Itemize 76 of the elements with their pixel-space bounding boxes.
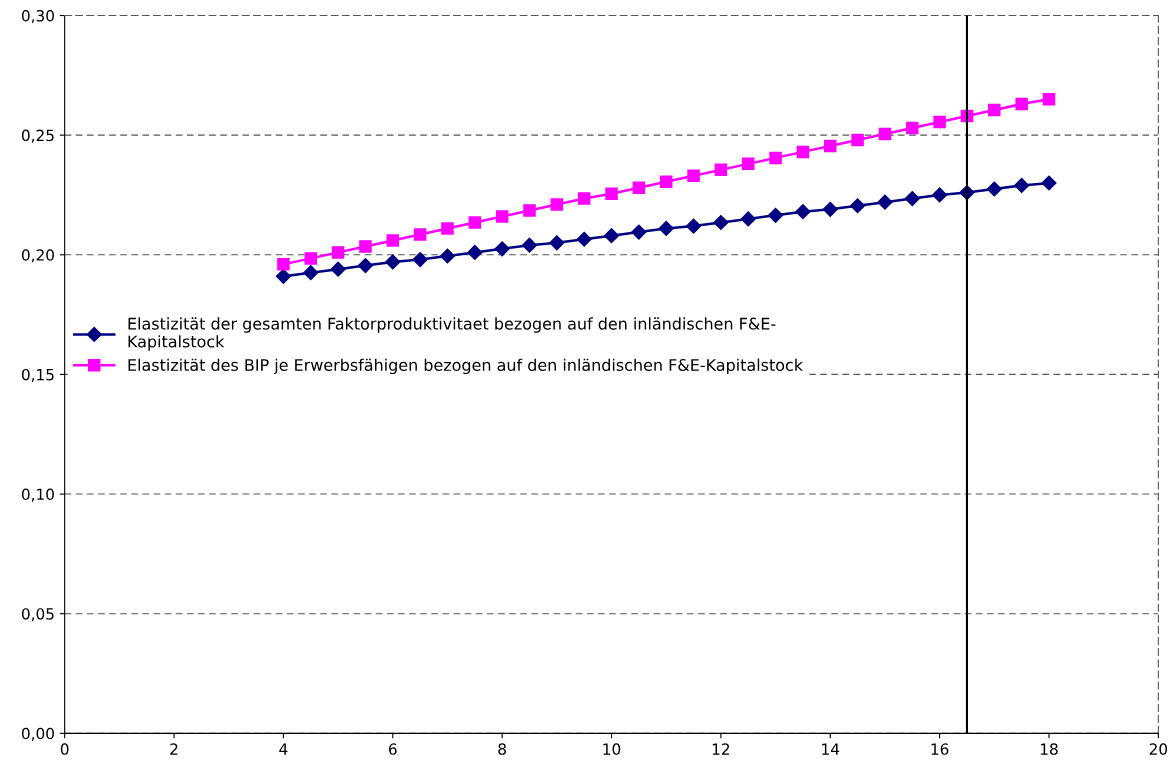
point bbox=[439, 248, 456, 264]
point bbox=[906, 121, 919, 135]
point bbox=[1042, 93, 1056, 106]
x-tick-label: 18 bbox=[1040, 743, 1058, 755]
point bbox=[357, 257, 374, 274]
point bbox=[851, 133, 864, 147]
x-tick-label: 10 bbox=[603, 743, 621, 755]
y-tick-label: 0,25 bbox=[21, 129, 54, 143]
x-tick-label: 14 bbox=[822, 743, 840, 755]
point bbox=[304, 252, 318, 265]
y-tick-label: 0,30 bbox=[21, 9, 54, 24]
point bbox=[904, 190, 920, 207]
point bbox=[605, 187, 618, 201]
x-tick-label: 0 bbox=[60, 743, 69, 755]
point bbox=[932, 187, 948, 203]
point bbox=[988, 103, 1001, 117]
point bbox=[385, 254, 401, 270]
point bbox=[386, 234, 400, 247]
point bbox=[576, 231, 592, 247]
point bbox=[412, 252, 428, 268]
y-tick-label: 0,15 bbox=[21, 368, 54, 382]
point bbox=[986, 181, 1002, 197]
point bbox=[275, 268, 291, 284]
legend-label: Elastizität des BIP je Erwerbsfähigen bezogen auf den inländischen F&E-Kapitalstock bbox=[128, 358, 803, 375]
point bbox=[878, 127, 892, 141]
x-tick-label: 4 bbox=[279, 743, 288, 755]
point bbox=[769, 151, 782, 165]
point bbox=[494, 241, 510, 257]
legend-label: Elastizität der gesamten Faktorproduktivitaet bezogen auf den inländischen F&E- Kapitalstock bbox=[128, 317, 776, 351]
point bbox=[768, 207, 784, 223]
point bbox=[303, 265, 319, 281]
point bbox=[877, 194, 893, 210]
point bbox=[549, 235, 565, 251]
point bbox=[824, 139, 837, 153]
point bbox=[713, 214, 729, 231]
x-tick-label: 2 bbox=[170, 743, 178, 755]
point bbox=[331, 246, 345, 259]
point bbox=[685, 218, 702, 234]
point bbox=[933, 115, 946, 129]
point bbox=[523, 204, 536, 217]
point bbox=[359, 240, 372, 253]
point bbox=[687, 169, 700, 183]
point bbox=[413, 228, 427, 241]
point bbox=[714, 163, 728, 177]
x-tick-label: 16 bbox=[931, 743, 949, 755]
point bbox=[658, 220, 674, 237]
x-tick-label: 6 bbox=[388, 743, 397, 755]
point bbox=[521, 237, 538, 253]
point bbox=[631, 224, 647, 240]
y-tick-label: 0,10 bbox=[21, 488, 54, 502]
point bbox=[632, 181, 646, 195]
point bbox=[550, 198, 564, 211]
x-tick-label: 12 bbox=[712, 743, 730, 755]
point bbox=[330, 261, 346, 277]
point bbox=[277, 258, 290, 271]
x-tick-label: 8 bbox=[498, 743, 506, 755]
y-tick-label: 0,20 bbox=[21, 249, 54, 263]
point bbox=[822, 201, 838, 217]
point bbox=[741, 157, 755, 171]
point bbox=[603, 228, 620, 244]
point bbox=[740, 211, 756, 227]
point bbox=[468, 216, 482, 229]
point bbox=[1041, 175, 1057, 191]
point bbox=[1015, 97, 1028, 111]
y-tick-label: 0,05 bbox=[21, 608, 54, 622]
point bbox=[795, 204, 811, 220]
point bbox=[441, 222, 454, 235]
point bbox=[796, 145, 810, 159]
point bbox=[577, 192, 591, 205]
x-tick-label: 20 bbox=[1149, 743, 1168, 755]
point bbox=[1014, 177, 1030, 193]
y-tick-label: 0,00 bbox=[21, 727, 54, 741]
point bbox=[850, 198, 866, 214]
point bbox=[467, 244, 483, 260]
point bbox=[659, 175, 673, 189]
point bbox=[495, 210, 509, 223]
